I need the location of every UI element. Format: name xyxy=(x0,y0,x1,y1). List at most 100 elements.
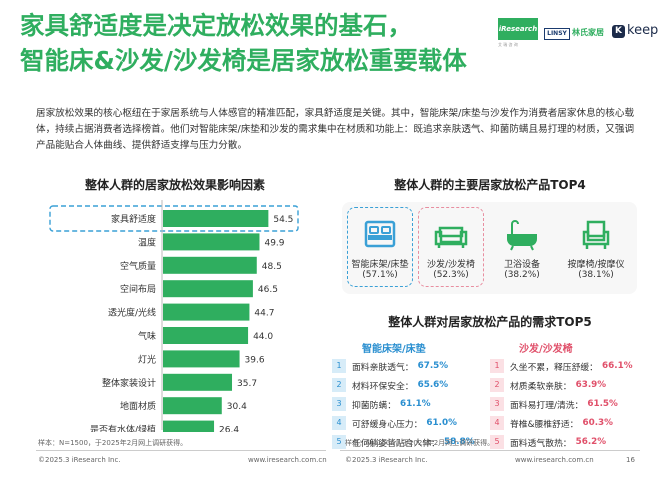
need-label: 脊椎&腰椎舒适： xyxy=(510,419,579,430)
category-label: 空气质量 xyxy=(120,260,156,272)
left-site: www.iresearch.com.cn xyxy=(248,456,327,464)
top4-massage-pct: (38.1%) xyxy=(578,270,614,280)
need-value: 67.5% xyxy=(417,361,449,371)
right-source: 样本：N=1500，于2025年2月网上调研获得。 xyxy=(345,439,495,447)
need-label: 面料易打理/清洗： xyxy=(510,400,584,411)
need-label: 材质柔软亲肤： xyxy=(510,381,572,392)
right-site: www.iresearch.com.cn xyxy=(515,456,594,464)
massage-chair-icon xyxy=(582,220,610,249)
needs-row: 4 可舒缓身心压力： 61.0% xyxy=(332,415,457,431)
bar xyxy=(163,373,233,391)
bar xyxy=(163,210,269,227)
rank-badge: 2 xyxy=(332,378,346,392)
bar xyxy=(163,303,250,321)
bar-value-label: 39.6 xyxy=(245,355,265,365)
needs-row: 2 材质柔软亲肤： 63.9% xyxy=(490,377,606,393)
category-label: 整体家装设计 xyxy=(102,377,156,389)
needs-row: 1 面料亲肤透气： 67.5% xyxy=(332,358,448,374)
bar xyxy=(163,256,257,274)
category-label: 空间布局 xyxy=(120,283,156,295)
bar-value-label: 35.7 xyxy=(237,379,257,389)
bar xyxy=(163,397,222,415)
rank-badge: 3 xyxy=(490,397,504,411)
category-label: 是否有水体/绿植 xyxy=(90,424,156,432)
need-label: 久坐不累，释压舒缓： xyxy=(510,362,598,373)
highlight-box xyxy=(49,205,299,232)
needs-row: 4 脊椎&腰椎舒适： 60.3% xyxy=(490,415,613,431)
need-value: 58.8% xyxy=(443,437,475,447)
rank-badge: 5 xyxy=(490,435,504,449)
need-label: 可舒缓身心压力： xyxy=(352,419,423,430)
top4-bed-label: 智能床架/床垫 xyxy=(351,260,409,270)
left-copyright: ©2025.3 iResearch Inc. xyxy=(38,456,121,464)
need-label: 任何躺姿皆贴合人体： xyxy=(352,438,440,449)
left-source: 样本：N=1500，于2025年2月网上调研获得。 xyxy=(38,439,188,447)
top4-item-bath: 卫浴设备 (38.2%) xyxy=(490,218,554,280)
need-label: 面料透气散热： xyxy=(510,438,572,449)
top5-title: 整体人群对居家放松产品的需求TOP5 xyxy=(388,315,592,329)
top4-bed-pct: (57.1%) xyxy=(362,270,398,280)
bar-value-label: 54.5 xyxy=(273,215,293,225)
left-chart-title: 整体人群的居家放松效果影响因素 xyxy=(84,178,265,192)
title-line-2: 智能床&沙发/沙发椅是居家放松重要载体 xyxy=(20,46,467,75)
bar xyxy=(163,350,240,368)
need-label: 抑菌防螨： xyxy=(352,400,396,411)
need-value: 61.1% xyxy=(400,399,431,409)
keep-logo-icon: K xyxy=(612,25,625,38)
needs-row: 2 材料环保安全： 65.6% xyxy=(332,377,448,393)
factors-bar-chart: 家具舒适度 54.5 温度 49.9 空气质量 48.5 空间布局 46.5 透光度/光线 44.… xyxy=(49,200,299,432)
right-footer-line xyxy=(340,450,640,451)
top4-title: 整体人群的主要居家放松产品TOP4 xyxy=(394,178,586,192)
bar-value-label: 44.7 xyxy=(254,309,274,319)
intro-paragraph: 居家放松效果的核心枢纽在于家居系统与人体感官的精准匹配，家具舒适度是关键。其中，… xyxy=(36,108,635,151)
top4-massage-label: 按摩椅/按摩仪 xyxy=(567,260,625,270)
rank-badge: 4 xyxy=(490,416,504,430)
rank-badge: 1 xyxy=(490,359,504,373)
need-value: 65.6% xyxy=(417,380,449,390)
need-value: 56.2% xyxy=(575,437,607,447)
sofa-icon xyxy=(434,226,468,248)
bar-value-label: 26.4 xyxy=(219,426,239,432)
needs-row: 5 任何躺姿皆贴合人体： 58.8% xyxy=(332,434,475,450)
needs-row: 1 久坐不累，释压舒缓： 66.1% xyxy=(490,358,633,374)
partner-logos: iResearch 艾 瑞 咨 询 LINSY 林氏家居 K keep xyxy=(498,12,666,52)
top4-item-sofa: 沙发/沙发椅 (52.3%) xyxy=(419,218,483,280)
need-value: 61.5% xyxy=(587,399,618,409)
need-value: 61.0% xyxy=(426,418,457,428)
needs-row: 5 面料透气散热： 56.2% xyxy=(490,434,606,450)
bar-value-label: 44.0 xyxy=(253,332,273,342)
top4-highlight-pink xyxy=(418,207,484,287)
bed-needs-head: 智能床架/床垫 xyxy=(362,344,426,355)
linsy-logo: LINSY xyxy=(544,28,570,40)
top4-item-bed: 智能床架/床垫 (57.1%) xyxy=(348,218,412,280)
bar xyxy=(163,233,260,251)
category-label: 透光度/光线 xyxy=(108,307,156,319)
iresearch-logo-sub: 艾 瑞 咨 询 xyxy=(498,42,518,47)
needs-row: 3 抑菌防螨： 61.1% xyxy=(332,396,431,412)
bathtub-icon xyxy=(507,220,537,251)
rank-badge: 1 xyxy=(332,359,346,373)
iresearch-logo: iResearch xyxy=(498,18,538,40)
category-label: 灯光 xyxy=(138,353,156,365)
need-label: 面料亲肤透气： xyxy=(352,362,414,373)
need-value: 66.1% xyxy=(601,361,633,371)
top4-highlight-blue xyxy=(347,207,413,287)
rank-badge: 5 xyxy=(332,435,346,449)
page-title: 家具舒适度是决定放松效果的基石， 智能床&沙发/沙发椅是居家放松重要载体 xyxy=(20,8,490,78)
need-value: 60.3% xyxy=(582,418,613,428)
top4-bath-pct: (38.2%) xyxy=(504,270,540,280)
bed-icon xyxy=(364,220,396,248)
category-label: 地面材质 xyxy=(120,400,156,412)
bar xyxy=(163,327,249,344)
title-line-1: 家具舒适度是决定放松效果的基石， xyxy=(20,11,412,40)
bar xyxy=(163,280,253,298)
rank-badge: 4 xyxy=(332,416,346,430)
keep-logo: keep xyxy=(627,23,659,38)
rank-badge: 3 xyxy=(332,397,346,411)
need-label: 材料环保安全： xyxy=(352,381,414,392)
category-label: 气味 xyxy=(138,330,156,342)
top4-sofa-label: 沙发/沙发椅 xyxy=(426,260,476,270)
needs-row: 3 面料易打理/清洗： 61.5% xyxy=(490,396,618,412)
right-copyright: ©2025.3 iResearch Inc. xyxy=(345,456,428,464)
rank-badge: 2 xyxy=(490,378,504,392)
